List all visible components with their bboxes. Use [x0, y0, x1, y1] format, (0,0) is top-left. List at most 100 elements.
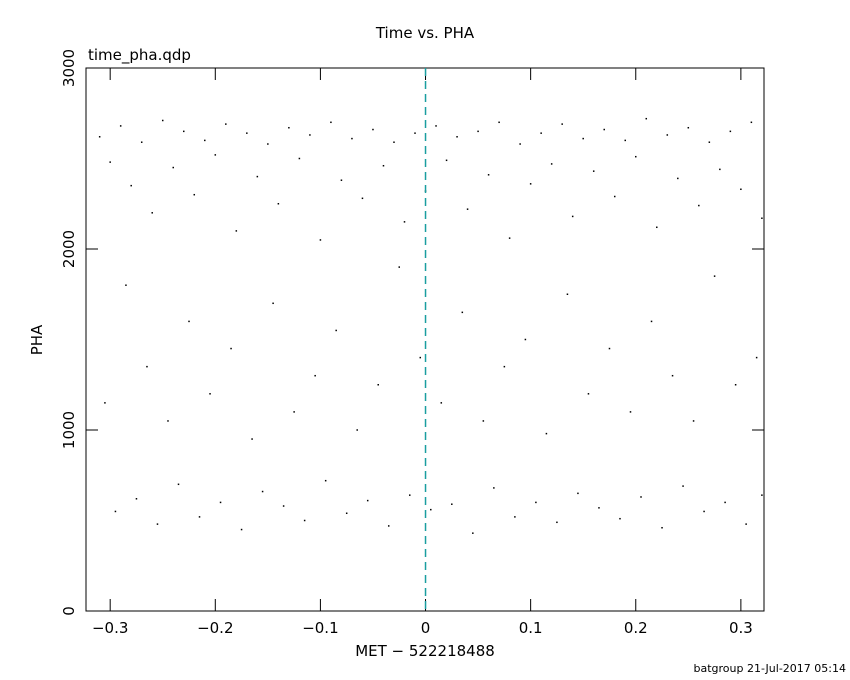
point — [629, 411, 632, 413]
point — [577, 492, 579, 495]
point — [414, 132, 416, 134]
point — [519, 143, 521, 145]
point — [235, 230, 238, 232]
y-axis-label: PHA — [28, 324, 46, 355]
point — [493, 487, 495, 489]
point — [451, 503, 453, 505]
point — [698, 204, 700, 207]
point — [708, 141, 711, 143]
x-tick-label: 0.2 — [624, 619, 648, 637]
point — [613, 195, 616, 198]
point — [524, 338, 527, 341]
point — [277, 203, 280, 205]
point — [529, 183, 532, 185]
point — [146, 365, 148, 368]
point — [514, 516, 516, 518]
point — [598, 507, 600, 509]
x-tick-label: 0.1 — [519, 619, 543, 637]
x-axis-label: MET − 522218488 — [355, 642, 495, 660]
point — [214, 154, 217, 156]
point — [750, 121, 753, 124]
x-tick-label: 0 — [421, 619, 431, 637]
point — [561, 123, 563, 125]
point — [151, 212, 153, 214]
point — [204, 139, 206, 142]
point — [461, 311, 464, 314]
point — [603, 128, 605, 131]
point — [240, 528, 243, 531]
point — [130, 184, 132, 187]
point — [377, 384, 379, 386]
point — [409, 494, 411, 496]
point — [330, 121, 332, 124]
point — [135, 498, 138, 500]
point — [293, 411, 295, 413]
point — [692, 420, 695, 422]
point — [540, 132, 542, 134]
point — [650, 320, 653, 323]
point — [640, 496, 642, 498]
point — [619, 517, 621, 520]
y-tick-label: 1000 — [60, 411, 78, 449]
point — [288, 126, 290, 129]
y-tick-label: 2000 — [60, 230, 78, 268]
point — [340, 179, 343, 181]
point — [125, 284, 127, 286]
point — [535, 501, 537, 504]
point — [183, 130, 185, 133]
point — [456, 136, 458, 138]
point — [267, 143, 269, 145]
point — [687, 126, 690, 129]
y-tick-label: 3000 — [60, 49, 78, 87]
point — [608, 347, 611, 350]
point — [419, 356, 422, 359]
point — [193, 193, 196, 196]
point — [261, 490, 264, 493]
point — [393, 141, 395, 143]
point — [466, 208, 469, 210]
point — [324, 479, 327, 482]
point — [403, 221, 406, 223]
point — [246, 132, 248, 134]
point — [550, 163, 553, 165]
point — [624, 139, 626, 142]
point — [104, 402, 106, 404]
point — [98, 136, 101, 138]
point — [109, 161, 111, 163]
point — [366, 499, 369, 502]
point — [251, 438, 253, 440]
point — [740, 188, 742, 191]
point — [724, 501, 726, 504]
point — [498, 121, 500, 124]
point — [508, 237, 511, 239]
x-tick-label: −0.3 — [92, 619, 128, 637]
point — [755, 356, 758, 359]
point — [303, 519, 306, 522]
point — [356, 429, 358, 431]
point — [361, 197, 364, 200]
point — [582, 137, 584, 140]
point — [219, 501, 222, 504]
point — [487, 174, 490, 176]
point — [156, 523, 159, 525]
point — [734, 384, 737, 386]
point — [119, 125, 122, 127]
point — [335, 329, 337, 332]
point — [566, 293, 569, 295]
point — [472, 532, 474, 534]
point — [319, 239, 322, 241]
point — [745, 523, 747, 525]
point — [661, 526, 663, 529]
point — [230, 347, 232, 350]
point — [592, 170, 595, 172]
point — [713, 275, 716, 277]
point — [656, 226, 658, 229]
point — [430, 508, 432, 511]
point — [298, 157, 301, 160]
point — [556, 521, 558, 524]
point — [503, 365, 506, 368]
point — [188, 320, 190, 323]
point — [729, 130, 732, 133]
point — [351, 137, 353, 140]
x-tick-label: 0.3 — [729, 619, 753, 637]
